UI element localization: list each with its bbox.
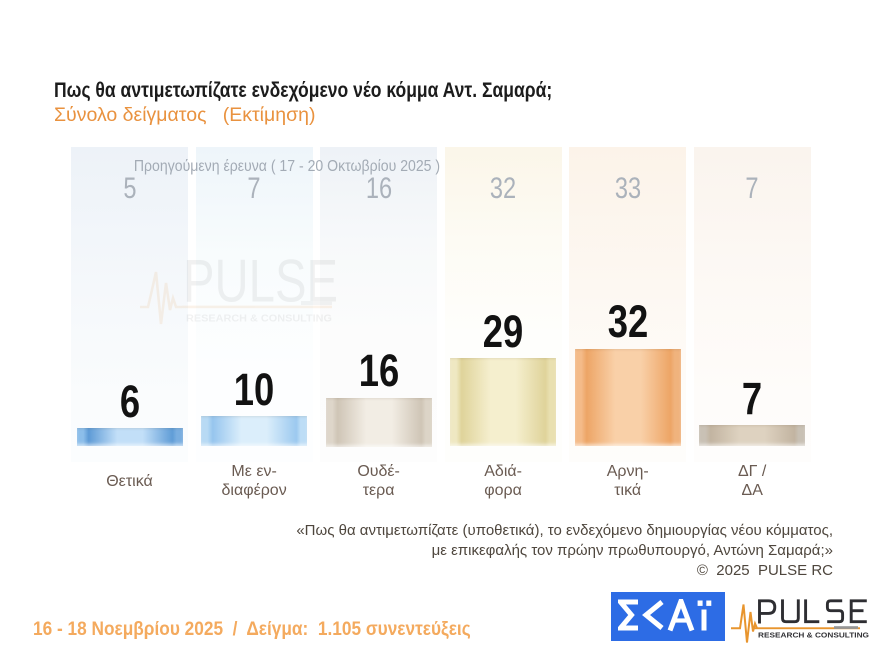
svg-text:RESEARCH & CONSULTING: RESEARCH & CONSULTING xyxy=(758,631,869,640)
svg-text:RESEARCH & CONSULTING: RESEARCH & CONSULTING xyxy=(186,313,332,325)
svg-text:PULSE: PULSE xyxy=(183,248,338,315)
